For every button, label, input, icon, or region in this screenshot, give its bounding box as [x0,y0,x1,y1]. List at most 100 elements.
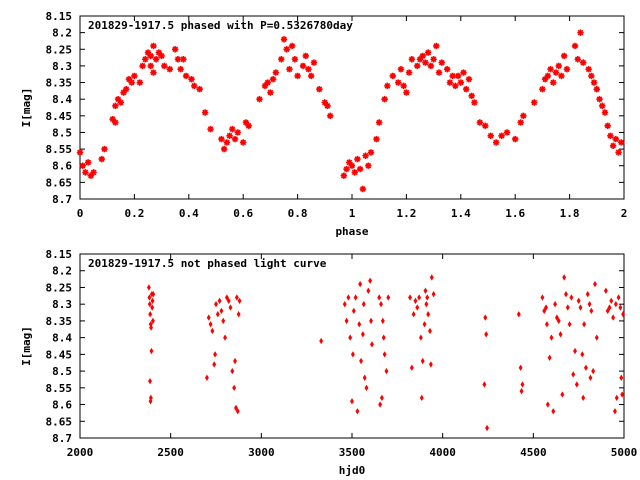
data-point [619,374,624,381]
data-point [305,66,312,73]
data-point [484,331,489,338]
data-point [604,122,611,129]
data-point [544,321,549,328]
data-point [226,132,233,139]
data-point [166,66,173,73]
data-point [567,321,572,328]
data-point [571,371,576,378]
data-point [418,334,423,341]
data-point [544,304,548,311]
data-point [424,49,432,56]
data-point [614,394,619,402]
data-point [291,56,299,63]
data-point [220,145,228,153]
data-point [191,82,198,90]
data-point [482,122,489,129]
data-point [234,129,241,136]
data-point [302,52,309,60]
data-point [294,72,301,80]
data-point [346,294,351,301]
data-point [215,311,220,318]
data-point [278,56,285,63]
data-point [425,294,430,301]
data-point [553,301,558,308]
data-point [131,72,138,80]
data-point [512,135,519,143]
data-point [221,317,226,325]
data-point [483,314,488,321]
data-point [150,69,157,76]
data-point [452,82,459,90]
data-point [348,162,356,169]
data-point [158,52,165,60]
data-point [208,321,213,328]
data-point [210,327,215,335]
data-point [381,334,386,341]
data-point [581,394,586,402]
data-point [593,86,600,93]
y-tick-label: 8.6 [52,399,72,412]
data-point [148,398,153,405]
data-point [476,119,484,126]
data-point [560,52,568,60]
data-point [587,301,592,308]
data-point [217,297,222,305]
plot-title: 201829-1917.5 phased with P=0.5326780day [88,19,353,32]
data-point [438,59,445,66]
data-point [565,304,570,311]
y-tick-label: 8.5 [52,126,72,139]
data-point [229,125,236,133]
data-point [146,284,151,291]
data-point [612,408,617,415]
data-point [519,387,524,395]
y-tick-label: 8.3 [52,298,72,311]
data-point [558,72,565,80]
data-point [378,401,383,408]
data-point [379,394,384,402]
data-point [351,169,358,176]
data-point [149,324,154,331]
x-tick-label: 0 [77,207,84,220]
data-point [545,401,550,408]
plot-title: 201829-1917.5 not phased light curve [88,257,327,270]
data-point [415,304,420,311]
data-point [236,311,241,318]
data-point [149,347,154,355]
x-tick-label: 2500 [157,446,184,459]
data-point [286,66,293,73]
data-point [454,72,462,80]
data-point [237,297,242,305]
data-point [369,317,373,325]
data-point [427,62,435,70]
data-point [308,72,315,80]
data-point [574,56,581,63]
data-point [206,314,211,321]
x-tick-label: 4000 [429,446,456,459]
data-point [98,155,105,163]
data-point [607,304,612,311]
data-point [230,367,235,375]
data-point [389,72,396,80]
data-point [364,384,369,391]
data-point [422,59,429,66]
data-point [231,135,239,143]
data-point [362,152,369,159]
data-point [144,49,152,56]
x-tick-label: 0.6 [233,207,253,220]
data-point [430,56,437,63]
data-point [354,155,361,163]
data-point [376,119,383,126]
x-axis-label: phase [335,225,368,238]
data-point [360,331,365,338]
data-point [147,52,154,60]
data-point [603,287,608,294]
plot-frame [79,253,625,439]
data-point [228,304,233,311]
data-point [350,398,354,405]
data-point [256,95,263,103]
x-tick-label: 4500 [520,446,547,459]
data-point [558,331,563,338]
data-point [569,294,574,301]
data-point [366,287,371,294]
data-point [433,42,440,50]
